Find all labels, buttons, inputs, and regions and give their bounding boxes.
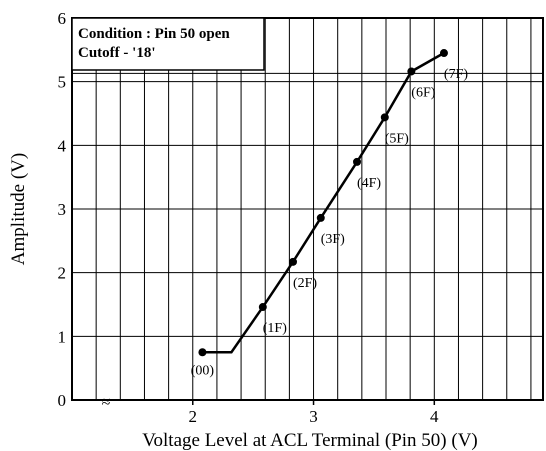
data-point [353, 157, 362, 166]
y-axis-title: Amplitude (V) [8, 153, 29, 265]
x-tick-label: 4 [430, 407, 439, 426]
y-tick-label: 1 [58, 327, 67, 346]
y-tick-label: 6 [58, 9, 67, 28]
x-tick-label: 2 [189, 407, 198, 426]
note-box [71, 17, 265, 71]
data-point [316, 213, 325, 222]
annotation: Cutoff - '18' [78, 45, 156, 61]
point-label: (5F) [385, 131, 409, 146]
data-point [439, 49, 448, 58]
y-tick-label: 5 [58, 73, 67, 92]
y-tick-label: 4 [58, 136, 67, 155]
data-point [407, 67, 416, 76]
data-point [289, 257, 298, 266]
y-tick-label: 3 [58, 200, 67, 219]
point-label: (6F) [411, 85, 435, 100]
plot: 0 1 2 3 4 5 6 2 3 4 (00) (1F) (2F) (3F) (4F) (5F) (6F) (7… [58, 9, 544, 426]
point-label: (2F) [293, 276, 317, 291]
data-point [380, 113, 389, 122]
axis-break: ≈ [102, 394, 111, 411]
annotation: Condition : Pin 50 open [78, 26, 230, 42]
y-tick-label: 2 [58, 264, 67, 283]
data-point [258, 303, 267, 312]
point-label: (4F) [357, 176, 381, 191]
plot-frame [71, 17, 544, 401]
data-point [198, 348, 207, 357]
point-label: (7F) [444, 67, 468, 82]
y-tick-label: 0 [58, 391, 67, 410]
data-line [202, 51, 445, 354]
point-label: (00) [191, 363, 215, 378]
point-label: (3F) [321, 232, 345, 247]
point-label: (1F) [263, 321, 287, 336]
x-tick-label: 3 [309, 407, 318, 426]
x-axis-title: Voltage Level at ACL Terminal (Pin 50) (… [142, 430, 478, 451]
